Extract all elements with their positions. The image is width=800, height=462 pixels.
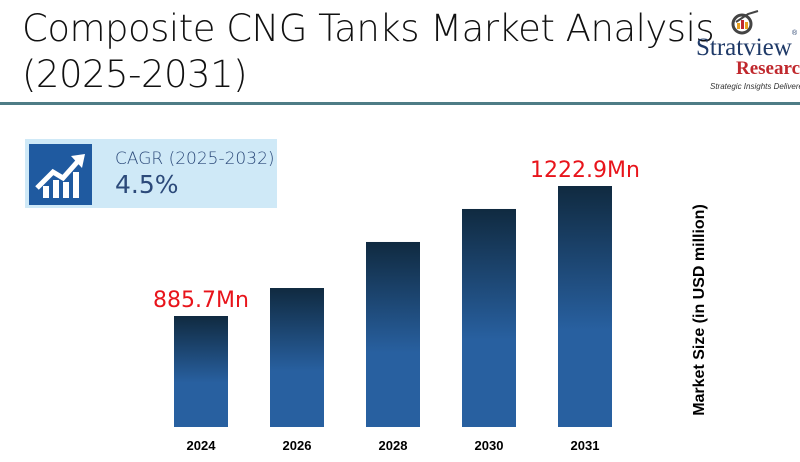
stratview-logo: Stratview ® Research Strategic Insights … (680, 8, 800, 91)
x-tick-label: 2024 (187, 438, 217, 453)
bar-2031 (558, 186, 612, 427)
x-tick-label: 2030 (475, 438, 504, 453)
logo-sub: Research (736, 58, 800, 79)
magnifier-chart-icon (731, 10, 759, 35)
y-axis-label: Market Size (in USD million) (691, 204, 708, 416)
cagr-value: 4.5% (115, 170, 179, 199)
growth-chart-icon (29, 144, 92, 205)
x-tick-label: 2031 (571, 438, 600, 453)
bar-2026 (270, 288, 324, 427)
bar-2030 (462, 208, 516, 427)
cagr-label: CAGR (2025-2032) (115, 149, 275, 169)
x-tick-label: 2028 (379, 438, 408, 453)
registered-mark: ® (792, 30, 798, 37)
data-label: 1222.9Mn (530, 158, 640, 183)
bar-2028 (366, 241, 420, 427)
logo-name: Stratview (696, 34, 792, 61)
logo-tagline: Strategic Insights Delivered (710, 82, 800, 91)
page-title: Composite CNG Tanks Market Analysis (202… (22, 7, 715, 96)
x-tick-label: 2026 (283, 438, 312, 453)
bar-2024 (174, 316, 228, 427)
cagr-box: CAGR (2025-2032) 4.5% (25, 139, 277, 208)
data-label: 885.7Mn (153, 288, 249, 313)
title-divider (0, 102, 800, 105)
